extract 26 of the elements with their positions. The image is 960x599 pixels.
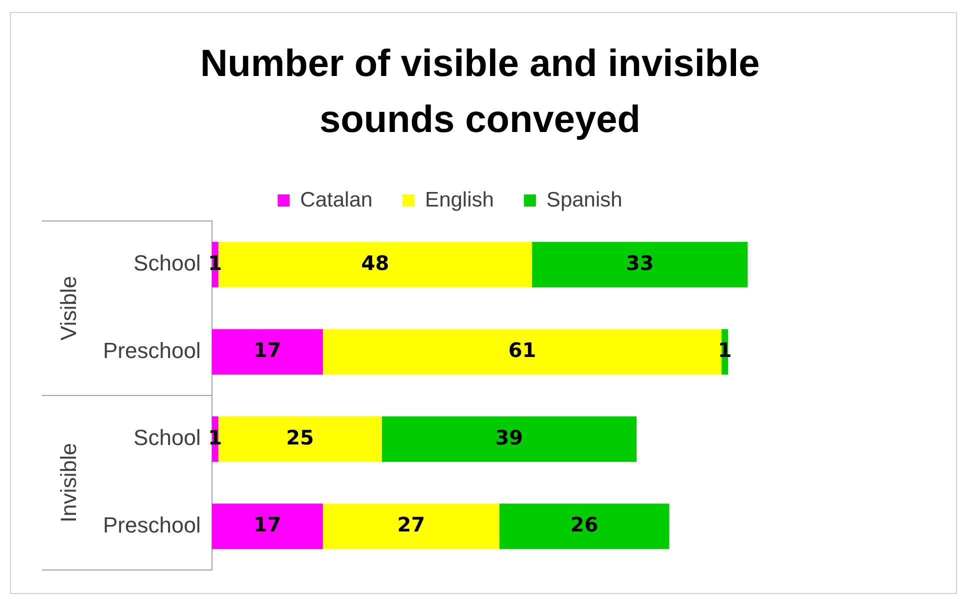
y-tick-label: Preschool (102, 512, 201, 538)
bar (532, 242, 748, 288)
data-label: 17 (253, 512, 282, 537)
legend-label: English (425, 188, 494, 212)
bar (212, 329, 323, 375)
y-tick-label: School (134, 425, 201, 450)
data-label: 27 (397, 512, 426, 537)
legend-label: Spanish (546, 188, 622, 212)
data-label: 26 (570, 512, 598, 537)
bar (499, 504, 670, 550)
data-label: 48 (361, 250, 390, 275)
data-label: 39 (495, 425, 524, 450)
y-tick-label: Preschool (102, 338, 201, 363)
data-label: 33 (626, 250, 654, 275)
data-label: 25 (286, 425, 314, 450)
bar (322, 329, 722, 375)
text: Invisible (56, 443, 82, 522)
bar (382, 416, 637, 462)
y-tick-label: School (134, 250, 201, 276)
legend-label: Catalan (300, 188, 373, 212)
chart-title: Number of visible and invisible sounds conveyed (199, 42, 761, 143)
bar (322, 504, 500, 550)
data-label: 61 (508, 338, 536, 362)
text: Visible (56, 276, 82, 340)
data-label: 17 (253, 338, 282, 362)
bar (212, 504, 323, 550)
